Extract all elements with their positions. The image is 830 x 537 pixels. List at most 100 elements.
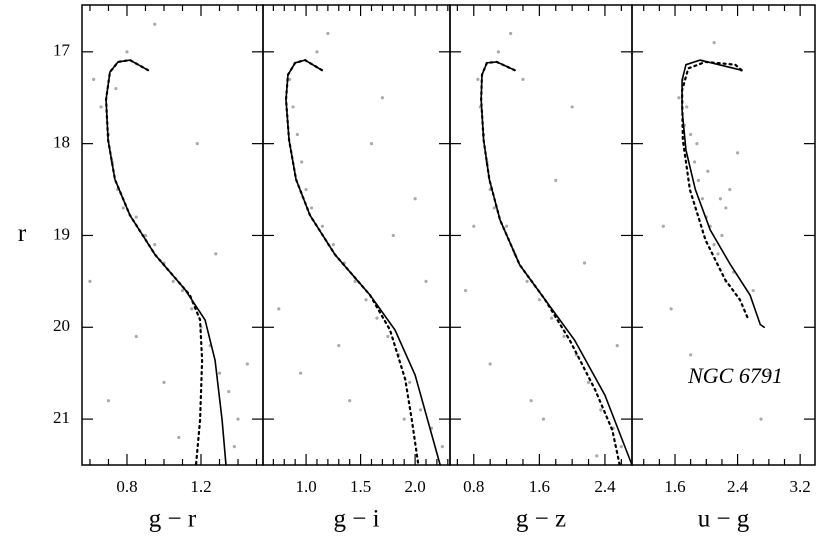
star-point: [767, 371, 771, 375]
star-point: [562, 334, 566, 339]
star-point: [337, 344, 341, 348]
star-point: [718, 197, 722, 201]
star-point: [492, 206, 496, 210]
star-point: [153, 22, 157, 26]
star-point: [550, 316, 554, 320]
star-point: [689, 132, 693, 137]
star-point: [735, 151, 740, 155]
star-point: [180, 288, 185, 293]
star-point: [402, 417, 406, 421]
star-point: [712, 41, 716, 45]
x-tick-label: 2.4: [727, 477, 749, 496]
star-point: [353, 279, 357, 283]
panel-frame: [262, 4, 451, 466]
star-point: [554, 178, 558, 182]
star-point: [88, 279, 92, 283]
y-tick-label: 18: [53, 133, 70, 152]
star-point: [661, 224, 665, 228]
star-point: [326, 31, 330, 36]
star-point: [195, 142, 199, 146]
star-point: [700, 197, 704, 201]
y-tick-label: 20: [53, 316, 70, 335]
star-point: [759, 417, 763, 421]
x-tick-label: 1.0: [295, 477, 316, 496]
star-point: [728, 187, 732, 192]
star-point: [509, 31, 513, 36]
star-point: [440, 445, 444, 449]
star-point: [236, 417, 240, 421]
x-tick-label: 1.2: [190, 477, 211, 496]
star-point: [712, 243, 716, 247]
star-point: [143, 233, 148, 238]
star-point: [525, 279, 529, 283]
star-point: [125, 50, 129, 54]
isochrone-dotted: [480, 60, 621, 467]
star-point: [217, 371, 222, 375]
star-point: [472, 224, 476, 228]
star-point: [134, 215, 138, 219]
star-point: [300, 160, 304, 164]
star-point: [369, 142, 374, 146]
star-point: [320, 224, 325, 228]
star-point: [488, 362, 492, 366]
x-tick-label: 1.5: [350, 477, 371, 496]
star-point: [171, 279, 175, 283]
star-point: [541, 417, 546, 421]
x-tick-label: 2.0: [404, 477, 425, 496]
star-point: [695, 142, 699, 146]
star-point: [291, 105, 295, 109]
star-point: [134, 334, 138, 339]
star-point: [309, 206, 314, 210]
star-point: [214, 252, 218, 256]
star-point: [689, 353, 693, 357]
x-axis-label: g − r: [149, 506, 197, 533]
star-point: [570, 105, 574, 109]
star-point: [476, 77, 480, 81]
star-point: [288, 77, 292, 81]
x-tick-label: 0.8: [116, 477, 137, 496]
x-tick-label: 0.8: [463, 477, 484, 496]
star-point: [190, 307, 194, 311]
y-tick-label: 17: [53, 41, 71, 60]
star-point: [121, 206, 125, 210]
star-point: [696, 178, 701, 182]
star-point: [315, 50, 319, 54]
star-point: [295, 132, 299, 137]
star-point: [418, 408, 423, 412]
star-point: [391, 233, 395, 238]
star-point: [582, 261, 587, 265]
star-point: [521, 77, 525, 81]
isochrone-dotted: [680, 60, 750, 322]
star-point: [177, 435, 181, 440]
y-tick-label: 21: [53, 408, 70, 427]
panel-frame: [631, 4, 816, 466]
star-point: [227, 389, 231, 394]
x-tick-label: 2.4: [594, 477, 616, 496]
star-point: [716, 252, 720, 256]
star-point: [364, 298, 368, 302]
isochrone: [105, 59, 227, 466]
star-point: [615, 344, 619, 348]
star-point: [408, 380, 412, 384]
star-point: [504, 224, 509, 228]
star-point: [380, 96, 384, 100]
y-axis-label: r: [18, 220, 27, 247]
x-tick-label: 3.2: [790, 477, 811, 496]
x-axis-label: g − i: [333, 506, 379, 533]
annotation: NGC 6791: [687, 363, 783, 388]
star-point: [677, 96, 681, 100]
star-point: [496, 50, 500, 54]
isochrone-dotted: [104, 58, 204, 467]
star-point: [751, 288, 755, 293]
star-point: [304, 187, 308, 192]
star-point: [331, 243, 335, 247]
star-point: [162, 380, 166, 384]
star-point: [720, 233, 724, 238]
star-point: [106, 399, 111, 403]
star-point: [99, 105, 103, 109]
star-point: [537, 298, 541, 302]
star-point: [685, 105, 689, 109]
star-point: [277, 307, 281, 311]
isochrone: [480, 61, 633, 466]
